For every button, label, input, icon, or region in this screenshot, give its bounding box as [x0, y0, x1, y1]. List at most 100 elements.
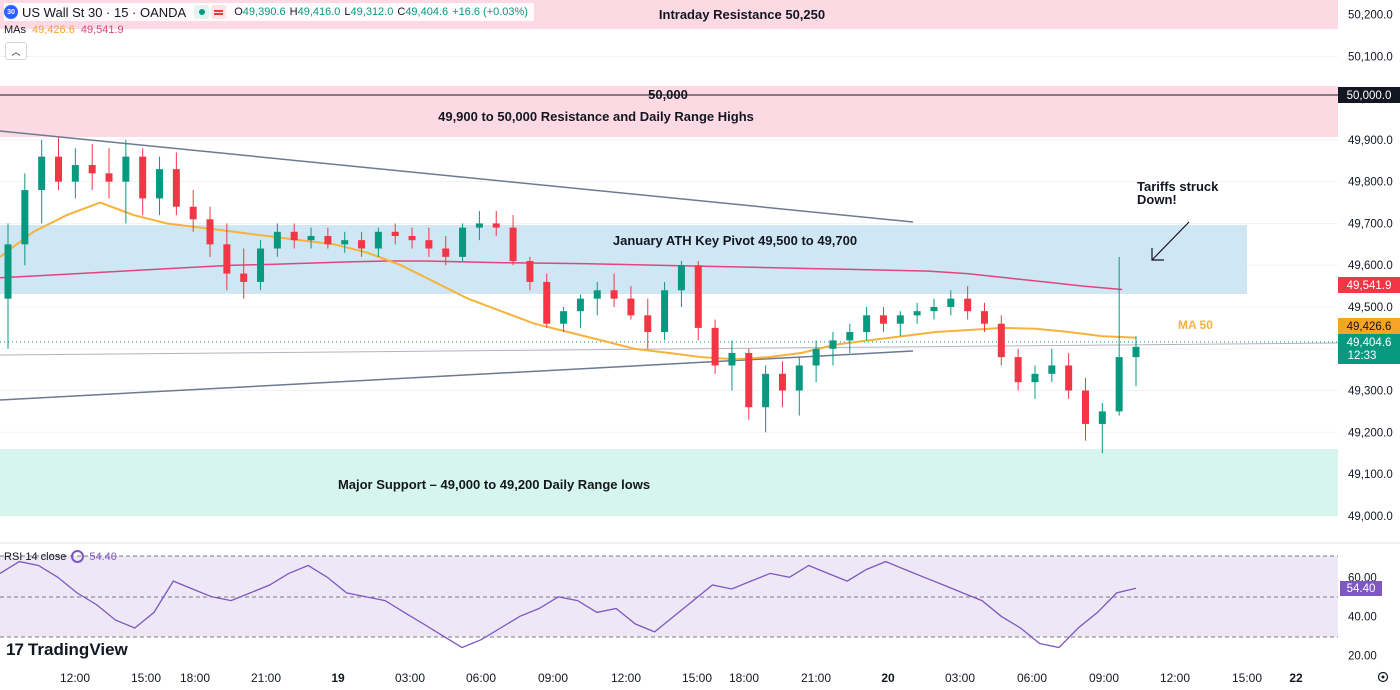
- candle[interactable]: [1065, 352, 1073, 399]
- support-zone: [0, 449, 1338, 516]
- candle[interactable]: [1048, 348, 1056, 383]
- candle[interactable]: [290, 223, 298, 249]
- candle[interactable]: [71, 148, 79, 199]
- candle[interactable]: [879, 306, 887, 333]
- candle[interactable]: [189, 190, 197, 232]
- candle[interactable]: [391, 223, 399, 245]
- candle[interactable]: [778, 361, 786, 408]
- rsi-settings-icon[interactable]: [71, 550, 85, 563]
- lower-trendline[interactable]: [0, 350, 914, 401]
- candle[interactable]: [526, 256, 534, 291]
- candle[interactable]: [442, 235, 450, 266]
- svg-text:49,404.6: 49,404.6: [1347, 337, 1392, 349]
- ma-200-line[interactable]: [0, 260, 1123, 291]
- candle[interactable]: [644, 298, 652, 349]
- svg-text:12:33: 12:33: [1348, 350, 1377, 362]
- candle[interactable]: [105, 148, 113, 199]
- candle[interactable]: [4, 223, 12, 349]
- resistance-zone-label: 49,900 to 50,000 Resistance and Daily Ra…: [438, 109, 754, 124]
- candle[interactable]: [139, 148, 147, 216]
- price-tick-label: 49,100.0: [1348, 469, 1393, 481]
- chart-title[interactable]: US Wall St 30 · 15 · OANDA: [22, 4, 187, 20]
- time-tick-label: 20: [881, 671, 895, 685]
- candle[interactable]: [896, 311, 904, 337]
- candle[interactable]: [21, 173, 29, 266]
- candle[interactable]: [1081, 377, 1089, 441]
- tradingview-logo[interactable]: 17 TradingView: [6, 640, 128, 660]
- rsi-line[interactable]: [0, 560, 1137, 649]
- candle[interactable]: [627, 286, 635, 320]
- svg-text:49,541.9: 49,541.9: [1347, 280, 1392, 292]
- candle[interactable]: [863, 306, 871, 341]
- candle[interactable]: [964, 286, 972, 320]
- price-scale[interactable]: 50,200.0 50,100.0 50,000.0 49,900.0 49,800.0…: [1348, 10, 1393, 523]
- candle[interactable]: [593, 281, 601, 316]
- candle[interactable]: [38, 139, 46, 224]
- chart-legend[interactable]: 30 US Wall St 30 · 15 · OANDA O49,390.6 …: [4, 3, 534, 21]
- candle[interactable]: [576, 294, 584, 328]
- data-delay-icon[interactable]: [211, 5, 227, 19]
- candle[interactable]: [1014, 348, 1022, 391]
- candle[interactable]: [206, 206, 214, 257]
- candle[interactable]: [88, 144, 96, 191]
- candle[interactable]: [459, 223, 467, 262]
- candle[interactable]: [223, 223, 231, 291]
- candle[interactable]: [1132, 336, 1140, 387]
- candle[interactable]: [1098, 403, 1106, 454]
- candle[interactable]: [694, 261, 702, 341]
- settings-icon[interactable]: [1377, 671, 1389, 683]
- pivot-zone-label: January ATH Key Pivot 49,500 to 49,700: [613, 233, 857, 248]
- candle[interactable]: [913, 302, 921, 324]
- candle[interactable]: [156, 156, 164, 216]
- candle[interactable]: [661, 281, 669, 341]
- candle[interactable]: [829, 332, 837, 366]
- candle[interactable]: [374, 227, 382, 257]
- collapse-legend-button[interactable]: ︿: [5, 42, 27, 60]
- market-status-icons[interactable]: [194, 5, 227, 19]
- candle[interactable]: [1115, 256, 1123, 416]
- upper-trendline[interactable]: [0, 130, 914, 223]
- rsi-legend[interactable]: RSI 14 close 54.40: [4, 550, 117, 563]
- candle[interactable]: [257, 240, 265, 291]
- price-tick-label: 50,100.0: [1348, 51, 1393, 63]
- candle[interactable]: [273, 223, 281, 257]
- candle[interactable]: [762, 365, 770, 433]
- time-tick-label: 15:00: [131, 671, 161, 685]
- ma-50-line[interactable]: [0, 201, 1137, 361]
- candle[interactable]: [795, 357, 803, 416]
- candle[interactable]: [408, 227, 416, 249]
- candle[interactable]: [172, 152, 180, 216]
- candle[interactable]: [560, 306, 568, 333]
- candle[interactable]: [947, 290, 955, 316]
- candle[interactable]: [122, 139, 130, 224]
- candle[interactable]: [324, 227, 332, 249]
- candle[interactable]: [543, 273, 551, 328]
- ma50-label: MA 50: [1178, 318, 1213, 332]
- time-axis[interactable]: 12:00 15:00 18:00 21:00 19 03:00 06:00 09:00 12:…: [60, 671, 1303, 685]
- candle[interactable]: [55, 137, 63, 191]
- candle[interactable]: [980, 302, 988, 333]
- candle[interactable]: [812, 340, 820, 383]
- candle[interactable]: [997, 315, 1005, 366]
- candle[interactable]: [711, 319, 719, 374]
- candle[interactable]: [475, 210, 483, 241]
- candle[interactable]: [745, 348, 753, 420]
- candle[interactable]: [728, 340, 736, 391]
- candle[interactable]: [1031, 365, 1039, 399]
- candle[interactable]: [610, 273, 618, 307]
- arrow-icon: [1151, 221, 1190, 261]
- candle[interactable]: [846, 323, 854, 353]
- horizontal-trendline[interactable]: [0, 342, 1339, 356]
- candle[interactable]: [240, 248, 248, 299]
- candle[interactable]: [341, 231, 349, 253]
- candle[interactable]: [677, 261, 685, 307]
- market-open-icon[interactable]: [194, 5, 210, 19]
- candle[interactable]: [492, 210, 500, 236]
- candle[interactable]: [425, 227, 433, 257]
- ma-legend[interactable]: MAs 49,426.6 49,541.9: [4, 24, 124, 36]
- candle[interactable]: [509, 215, 517, 266]
- candle[interactable]: [307, 227, 315, 249]
- candle[interactable]: [358, 231, 366, 257]
- candle[interactable]: [930, 298, 938, 320]
